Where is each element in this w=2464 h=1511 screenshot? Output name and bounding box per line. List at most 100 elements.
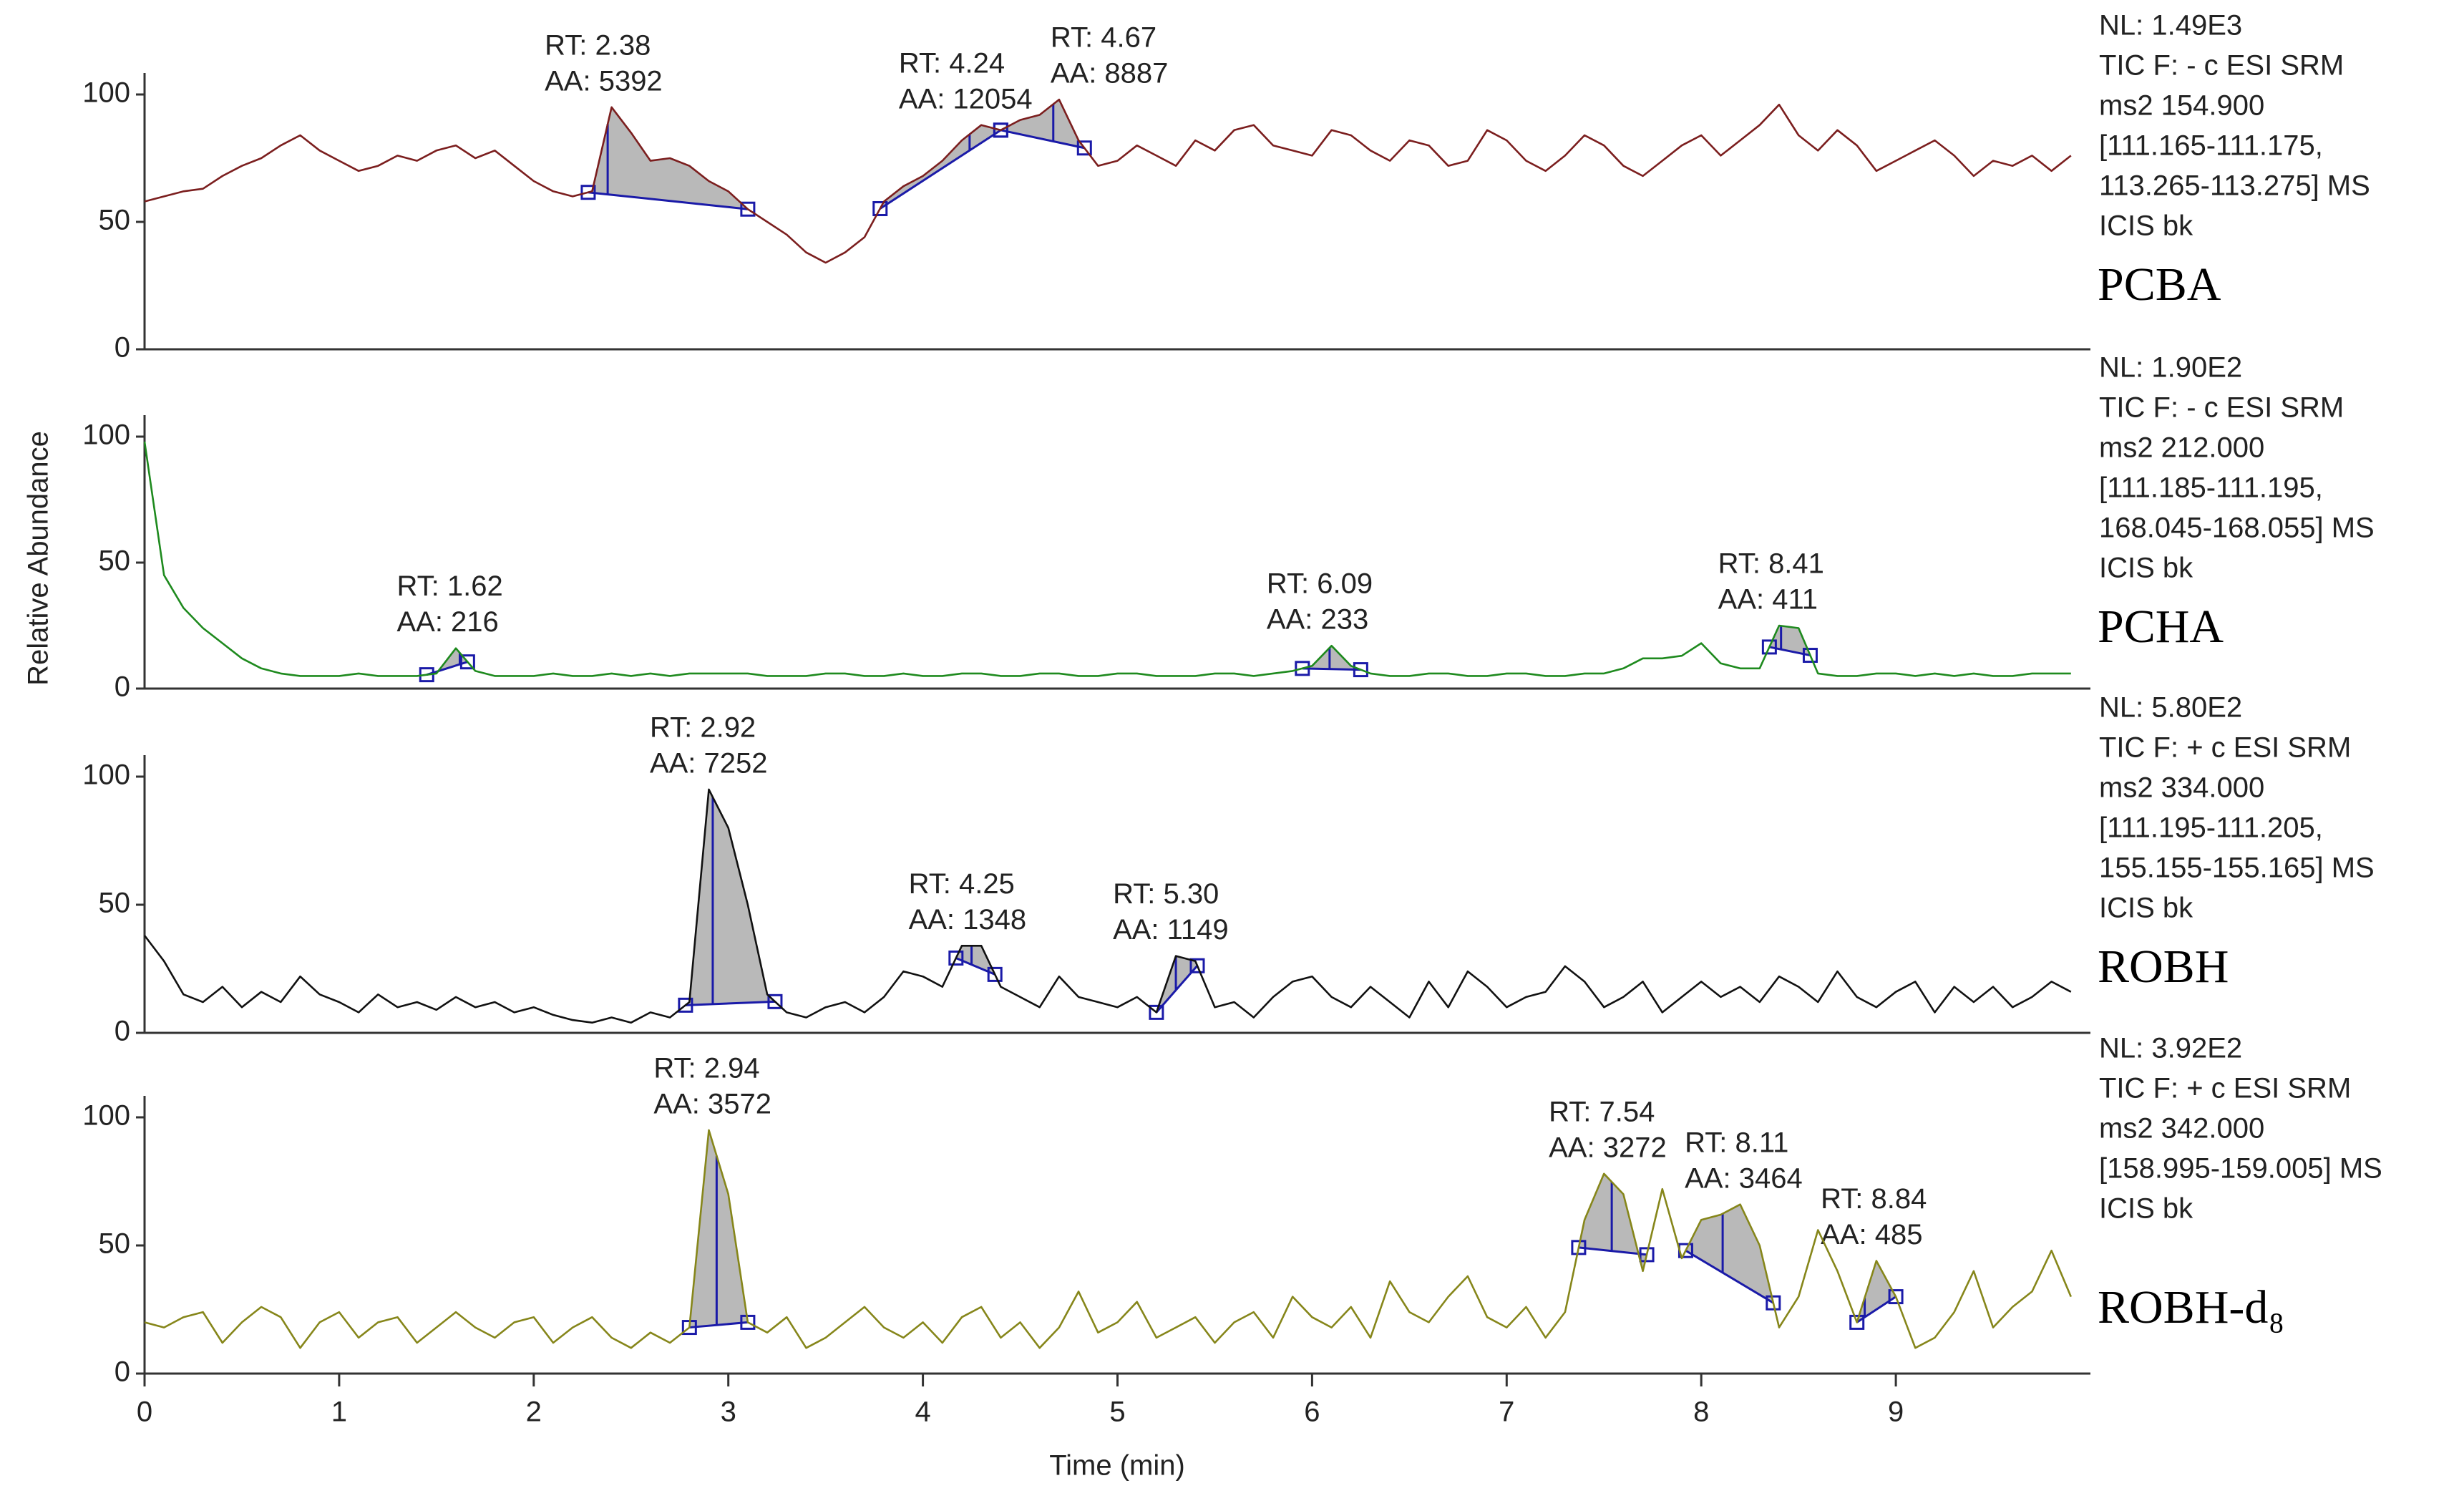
peak-area-label: AA: 5392 <box>545 65 663 97</box>
peak-end-marker <box>1076 140 1092 156</box>
peak-baseline <box>879 129 1002 210</box>
peak-area <box>588 107 748 210</box>
y-tick-label: 50 <box>99 545 131 577</box>
peak-baseline <box>1685 1249 1774 1304</box>
y-tick-label: 50 <box>99 888 131 919</box>
peak-area-label: AA: 8887 <box>1051 58 1169 89</box>
x-tick-label: 2 <box>526 1396 542 1428</box>
peak-baseline <box>689 1321 749 1329</box>
peak-area <box>427 648 468 675</box>
x-tick-label: 4 <box>915 1396 930 1428</box>
peak-end-marker <box>1189 958 1205 973</box>
y-tick-label: 0 <box>115 671 130 703</box>
info-line: [111.165-111.175, <box>2099 130 2323 162</box>
info-line: TIC F: + c ESI SRM <box>2099 732 2351 764</box>
info-line: ICIS bk <box>2099 893 2193 924</box>
trace <box>143 441 2071 677</box>
peak-area-label: AA: 3572 <box>653 1088 771 1119</box>
compound-label: PCHA <box>2098 601 2224 653</box>
info-line: [158.995-159.005] MS <box>2099 1153 2382 1185</box>
info-line: ms2 342.000 <box>2099 1113 2264 1145</box>
peak-rt-label: RT: 8.84 <box>1821 1183 1927 1215</box>
info-line: ICIS bk <box>2099 1193 2193 1225</box>
peak-rt-label: RT: 5.30 <box>1113 878 1219 910</box>
peak-area <box>955 946 995 975</box>
x-tick-label: 1 <box>331 1396 347 1428</box>
x-tick-label: 6 <box>1304 1396 1320 1428</box>
peak-end-marker <box>740 1314 756 1330</box>
peak-rt-label: RT: 4.25 <box>909 868 1015 900</box>
peak-rt-label: RT: 2.94 <box>653 1052 759 1084</box>
x-tick-label: 9 <box>1888 1396 1904 1428</box>
y-tick-label: 50 <box>99 205 131 236</box>
peak-rt-label: RT: 2.92 <box>650 711 756 743</box>
info-line: ms2 334.000 <box>2099 772 2264 804</box>
info-line: NL: 5.80E2 <box>2099 692 2242 724</box>
peak-start-marker <box>993 122 1008 138</box>
peak-end-marker <box>459 654 475 670</box>
peak-rt-label: RT: 2.38 <box>545 29 651 61</box>
peak-area-label: AA: 3272 <box>1549 1132 1667 1163</box>
peak-start-marker <box>1149 1004 1164 1020</box>
info-line: ICIS bk <box>2099 210 2193 242</box>
peak-end-marker <box>767 993 783 1009</box>
peak-start-marker <box>1295 661 1310 676</box>
peak-area-label: AA: 411 <box>1718 584 1818 616</box>
info-line: 113.265-113.275] MS <box>2099 170 2370 202</box>
x-tick-label: 7 <box>1499 1396 1514 1428</box>
peak-baseline <box>1302 667 1361 671</box>
peak-area-label: AA: 485 <box>1821 1219 1922 1250</box>
peak-baseline <box>1000 129 1085 150</box>
peak-end-marker <box>1353 662 1368 678</box>
y-tick-label: 50 <box>99 1228 131 1260</box>
peak-start-marker <box>580 185 596 200</box>
trace <box>143 788 2072 1024</box>
peak-start-marker <box>948 950 964 966</box>
y-tick-label: 0 <box>115 332 130 364</box>
y-tick-label: 0 <box>115 1016 130 1047</box>
info-line: NL: 3.92E2 <box>2099 1033 2242 1064</box>
peak-end-marker <box>1766 1295 1781 1311</box>
compound-label: PCBA <box>2098 258 2221 311</box>
peak-rt-label: RT: 4.67 <box>1051 22 1156 54</box>
info-line: NL: 1.90E2 <box>2099 352 2242 384</box>
info-line: 155.155-155.165] MS <box>2099 852 2375 884</box>
info-line: NL: 1.49E3 <box>2099 10 2242 42</box>
peak-end-marker <box>740 201 756 217</box>
peak-rt-label: RT: 6.09 <box>1267 568 1373 600</box>
trace <box>144 98 2072 264</box>
info-line: [111.185-111.195, <box>2099 472 2323 504</box>
peak-area-label: AA: 7252 <box>650 747 768 779</box>
peak-baseline <box>588 191 749 210</box>
x-tick-label: 3 <box>721 1396 736 1428</box>
peak-baseline <box>685 1000 776 1006</box>
panel: 0 50 100 RT: 1.62 AA: 216 RT: 6.09 AA: 233 RT: … <box>82 352 2374 703</box>
peak-area <box>1000 99 1085 148</box>
peak-rt-label: RT: 8.41 <box>1718 548 1824 580</box>
x-tick-label: 5 <box>1109 1396 1125 1428</box>
y-tick-label: 0 <box>115 1356 130 1388</box>
info-line: ms2 212.000 <box>2099 432 2264 464</box>
panel: 0 50 100 RT: 2.38 AA: 5392 RT: 4.24 AA: 12054 R… <box>82 10 2370 364</box>
y-tick-label: 100 <box>82 77 130 109</box>
peak-area-label: AA: 216 <box>396 606 498 638</box>
peak-end-marker <box>1802 648 1818 664</box>
peak-start-marker <box>1761 639 1777 655</box>
info-line: ICIS bk <box>2099 553 2193 584</box>
peak-rt-label: RT: 1.62 <box>396 570 502 602</box>
peak-start-marker <box>678 997 693 1013</box>
peak-rt-label: RT: 4.24 <box>899 47 1005 79</box>
x-tick-label: 0 <box>137 1396 152 1428</box>
peak-area-label: AA: 233 <box>1267 604 1368 636</box>
peak-start-marker <box>1571 1240 1587 1255</box>
peak-start-marker <box>1849 1314 1865 1330</box>
peak-start-marker <box>872 200 888 216</box>
info-line: TIC F: - c ESI SRM <box>2099 392 2344 424</box>
panel: 0 50 100 RT: 2.92 AA: 7252 RT: 4.25 AA: 1348 RT… <box>82 692 2374 1047</box>
y-tick-label: 100 <box>82 1100 130 1132</box>
panel: 0 50 100 0 1 2 3 4 5 6 7 8 9 RT: 2.94 AA: 3572 RT: 7.54… <box>82 1033 2382 1428</box>
info-line: ms2 154.900 <box>2099 90 2264 122</box>
